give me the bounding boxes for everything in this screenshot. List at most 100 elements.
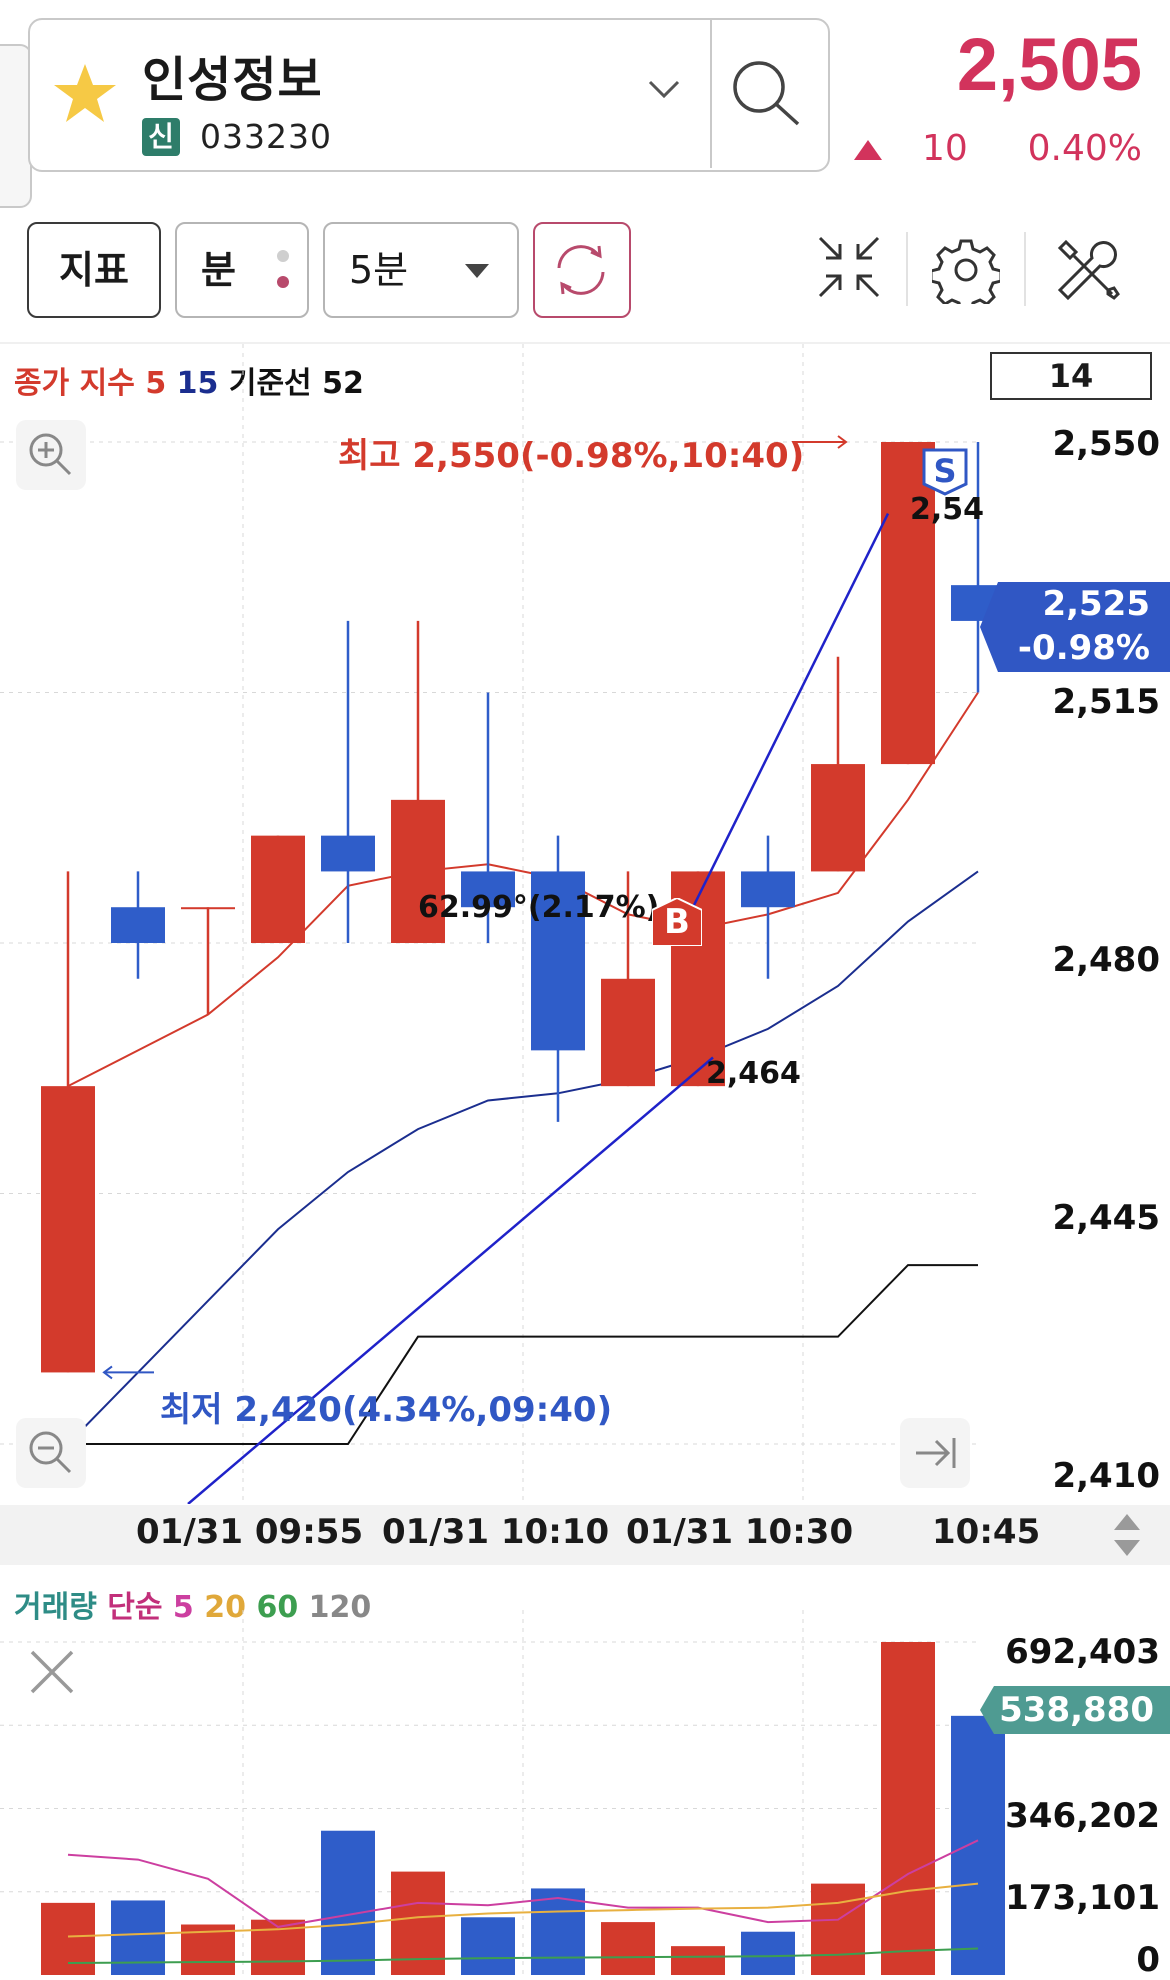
sell-marker xyxy=(922,448,968,496)
volume-legend-type: 단순 xyxy=(107,1590,163,1625)
zoom-out-icon xyxy=(29,1431,72,1474)
price-chart[interactable] xyxy=(0,344,1170,1504)
volume-legend-ma5: 5 xyxy=(172,1590,194,1625)
credit-badge: 신 xyxy=(142,118,180,156)
volume-bar xyxy=(391,1871,445,1975)
volume-legend-ma60: 60 xyxy=(256,1590,299,1625)
legend-base-value: 52 xyxy=(322,366,364,401)
zoom-in-bg xyxy=(16,420,86,490)
pane-resize-icon[interactable] xyxy=(1112,1512,1142,1558)
volume-bar xyxy=(881,1642,935,1975)
trend-line xyxy=(187,1056,714,1504)
volume-bar xyxy=(601,1922,655,1975)
interval-value: 5분 xyxy=(349,248,409,292)
current-price-tag-change: -0.98% xyxy=(1017,628,1150,668)
gear-icon[interactable] xyxy=(932,236,1000,304)
period-input[interactable]: 14 xyxy=(990,352,1152,400)
candle-body xyxy=(811,764,865,872)
volume-ma20-line xyxy=(67,1882,979,1938)
volume-bar xyxy=(111,1900,165,1975)
low-annotation: 최저 2,420(4.34%,09:40) xyxy=(160,1390,613,1430)
candle-body xyxy=(601,978,655,1087)
divider xyxy=(906,232,908,306)
buy-marker xyxy=(652,898,702,946)
volume-legend-ma20: 20 xyxy=(204,1590,246,1625)
volume-y-tick-label: 346,202 xyxy=(1005,1796,1160,1836)
volume-chart[interactable] xyxy=(0,1570,1170,1975)
dot-icon xyxy=(277,276,289,288)
candle-body xyxy=(391,799,445,943)
star-favorite-icon[interactable] xyxy=(52,62,118,126)
high-arrowhead xyxy=(837,435,848,449)
jump-to-end-icon xyxy=(916,1438,956,1468)
volume-bar xyxy=(741,1931,795,1975)
current-price-tag-value: 2,525 xyxy=(1042,584,1150,624)
y-tick-label: 2,550 xyxy=(1052,424,1160,464)
candle-body xyxy=(881,442,935,765)
candle-body xyxy=(41,1086,95,1373)
close-icon[interactable] xyxy=(24,1644,80,1700)
legend-ma15: 15 xyxy=(176,366,219,401)
buy-marker-label: B xyxy=(664,902,690,942)
y-tick-label: 2,480 xyxy=(1052,940,1160,980)
chart-unit-button[interactable]: 분 xyxy=(175,222,309,318)
zoom-in-icon xyxy=(29,433,72,476)
volume-bar xyxy=(811,1883,865,1975)
chart-unit-label: 분 xyxy=(201,248,236,292)
zoom-out-bg xyxy=(16,1418,86,1488)
current-price-tag xyxy=(980,582,1170,672)
dot-icon xyxy=(277,250,289,262)
y-tick-label: 2,445 xyxy=(1052,1198,1160,1238)
divider xyxy=(1024,232,1026,306)
ma15-line xyxy=(67,870,979,1445)
volume-bar xyxy=(531,1888,585,1975)
stock-name: 인성정보 xyxy=(142,52,323,108)
angle-annotation: 62.99°(2.17%) xyxy=(418,890,660,925)
volume-legend-ma120: 120 xyxy=(308,1590,372,1625)
stock-code: 033230 xyxy=(200,117,332,156)
up-triangle-icon xyxy=(854,140,882,160)
point-label: 2,54 xyxy=(910,492,985,527)
candle-body xyxy=(251,835,305,943)
search-icon[interactable] xyxy=(728,56,804,132)
trend-line xyxy=(691,513,890,908)
current-volume-tag-value: 538,880 xyxy=(999,1690,1154,1730)
interval-dropdown[interactable]: 5분 xyxy=(323,222,519,318)
current-volume-tag xyxy=(980,1686,1170,1734)
volume-bar xyxy=(461,1917,515,1975)
refresh-icon xyxy=(557,245,605,295)
chevron-down-icon[interactable] xyxy=(646,78,682,102)
y-tick-label: 2,515 xyxy=(1052,682,1160,722)
divider xyxy=(0,342,1170,344)
candle-body xyxy=(741,871,795,908)
volume-ma60-line xyxy=(67,1947,979,1964)
volume-bar xyxy=(41,1902,95,1975)
collapse-icon[interactable] xyxy=(814,232,884,302)
volume-legend: 거래량 단순 5 20 60 120 xyxy=(14,1582,371,1626)
base-line xyxy=(68,1264,978,1445)
price-change: 10 xyxy=(922,128,968,169)
ma5-line xyxy=(67,691,979,1088)
volume-legend-title: 거래량 xyxy=(14,1590,97,1625)
y-tick-label: 2,410 xyxy=(1052,1456,1160,1496)
time-tick-label: 01/31 10:10 xyxy=(382,1512,610,1552)
price-change-percent: 0.40% xyxy=(1027,128,1142,169)
volume-bar xyxy=(321,1830,375,1975)
candle-body xyxy=(321,835,375,872)
indicator-button[interactable]: 지표 xyxy=(27,222,161,318)
candle-body xyxy=(531,871,585,1051)
volume-y-tick-label: 0 xyxy=(1136,1940,1160,1980)
refresh-button[interactable] xyxy=(533,222,631,318)
volume-bar xyxy=(671,1946,725,1975)
candle-body xyxy=(461,871,515,908)
volume-y-tick-label: 692,403 xyxy=(1005,1632,1160,1672)
time-tick-label: 01/31 10:30 xyxy=(626,1512,854,1552)
legend-ma5: 5 xyxy=(145,366,167,401)
current-price: 2,505 xyxy=(956,23,1142,106)
dropdown-arrow-icon xyxy=(465,264,489,278)
time-tick-label: 10:45 xyxy=(932,1512,1041,1552)
candle-body xyxy=(111,907,165,943)
tools-icon[interactable] xyxy=(1052,232,1124,304)
legend-prefix: 종가 지수 xyxy=(14,366,135,401)
time-axis xyxy=(0,1505,1170,1565)
